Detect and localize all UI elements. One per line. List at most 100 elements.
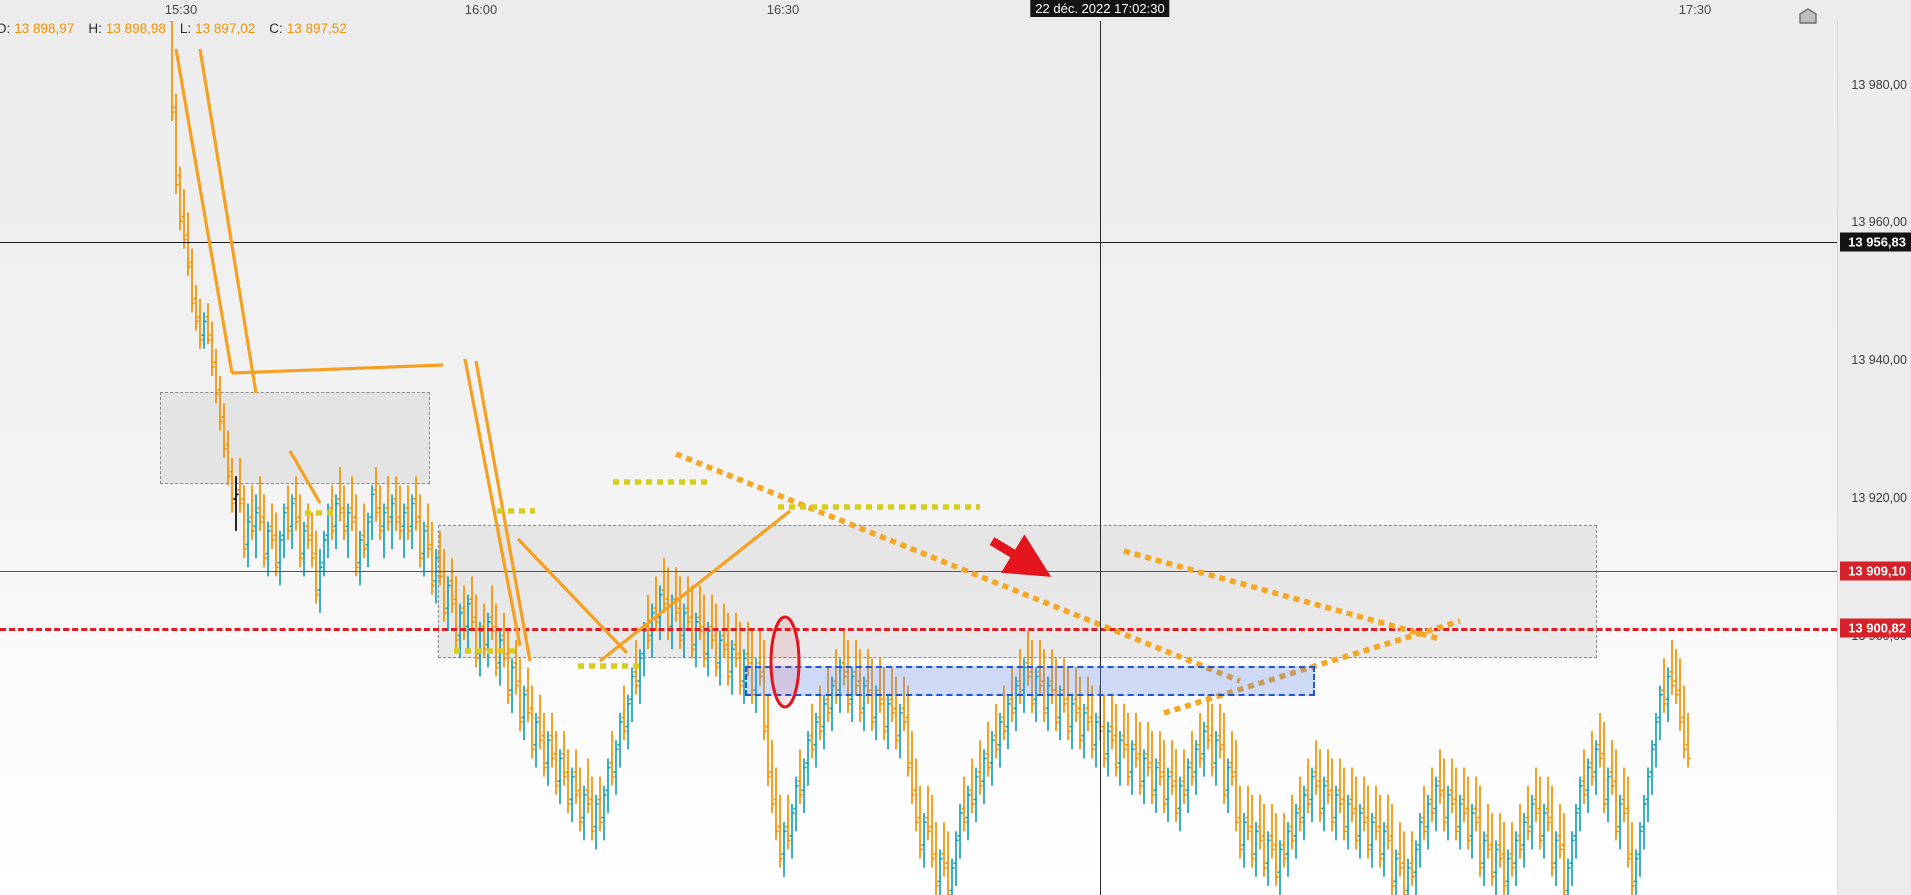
gray-consolidation-zone-1[interactable] [160, 392, 430, 484]
ohlc-bar [989, 731, 995, 786]
ohlc-bar [1429, 767, 1435, 823]
ohlc-bar [693, 612, 699, 668]
bid-price-badge[interactable]: 13 909,10 [1840, 561, 1911, 581]
chart-plot-area[interactable] [0, 21, 1837, 895]
ohlc-bar [813, 712, 819, 768]
ohlc-bar [577, 767, 583, 832]
ohlc-bar [1353, 776, 1359, 850]
down-trend-3[interactable] [288, 450, 322, 504]
ohlc-bar [1245, 785, 1251, 841]
ohlc-bar [313, 530, 319, 604]
ohlc-bar [709, 594, 715, 650]
ohlc-bar [1633, 849, 1639, 895]
ohlc-bar [885, 694, 891, 750]
ohlc-bar [425, 503, 431, 559]
ohlc-bar [289, 494, 295, 550]
ohlc-close-value: 13 897,52 [286, 20, 347, 36]
ohlc-bar [233, 476, 239, 531]
price-tick-label: 13 940,00 [1851, 353, 1907, 367]
ohlc-bar [793, 776, 799, 832]
ohlc-bar [553, 731, 559, 795]
price-tick-label: 13 960,00 [1851, 215, 1907, 229]
ohlc-bar [1141, 749, 1147, 804]
red-dashed-level[interactable] [0, 628, 1837, 631]
ohlc-bar [1517, 803, 1523, 859]
up-trend-2[interactable] [599, 509, 791, 663]
ohlc-bar [409, 494, 415, 550]
ohlc-bar [505, 630, 511, 704]
down-trend-1[interactable] [174, 48, 234, 374]
ohlc-bar [1201, 722, 1207, 777]
ohlc-bar [1233, 740, 1239, 832]
ohlc-bar [1521, 813, 1527, 868]
down-trend-4[interactable] [463, 358, 522, 647]
ohlc-bar [317, 549, 323, 613]
down-trend-2[interactable] [198, 48, 258, 394]
ohlc-bar [1649, 740, 1655, 795]
ohlc-bar [529, 685, 535, 759]
ohlc-bar [449, 558, 455, 613]
ohlc-bar [429, 521, 435, 595]
ohlc-bar [1161, 740, 1167, 814]
ohlc-bar [961, 776, 967, 832]
ohlc-bar [1653, 712, 1659, 768]
red-ellipse-highlight[interactable] [769, 615, 801, 709]
ohlc-bar [1477, 785, 1483, 877]
ohlc-bar [169, 21, 175, 122]
ohlc-bar [517, 658, 523, 732]
ohlc-bar [205, 303, 211, 345]
ohlc-bar [537, 694, 543, 750]
ohlc-bar [957, 803, 963, 859]
ohlc-bar [1181, 749, 1187, 804]
time-axis[interactable]: 15:30 16:00 16:30 17:30 [0, 0, 1911, 22]
ohlc-legend: O: 13 898,97 H: 13 898,98 L: 13 897,02 C… [0, 20, 347, 36]
ohlc-bar [1241, 813, 1247, 868]
annotations-layer [769, 534, 1052, 709]
blue-demand-zone[interactable] [745, 666, 1315, 696]
ohlc-bar [1273, 813, 1279, 886]
ohlc-bar [797, 749, 803, 804]
home-icon[interactable] [1797, 8, 1819, 24]
ohlc-bar [829, 676, 835, 732]
stop-price-badge[interactable]: 13 900,82 [1840, 618, 1911, 638]
ohlc-bar [1617, 794, 1623, 850]
ohlc-bar [1445, 785, 1451, 841]
ohlc-bar [1253, 822, 1259, 877]
black-price-line[interactable] [0, 242, 1837, 243]
ohlc-bar [465, 594, 471, 650]
ohlc-bar [389, 494, 395, 550]
ohlc-bar [1437, 749, 1443, 804]
last-price-badge[interactable]: 13 956,83 [1840, 232, 1911, 252]
ohlc-bar [1357, 803, 1363, 859]
ohlc-bar [1629, 822, 1635, 895]
ohlc-bar [1669, 640, 1675, 695]
ohlc-bar [1673, 649, 1679, 704]
ohlc-close-key: C: [269, 20, 283, 36]
down-trend-6[interactable] [516, 537, 629, 655]
ohlc-bar [1373, 785, 1379, 841]
dotted-down-1[interactable] [674, 451, 1242, 684]
ohlc-open-value: 13 898,97 [14, 20, 75, 36]
up-trend-1[interactable] [231, 363, 444, 375]
price-axis[interactable]: 13 980,00 13 960,00 13 940,00 13 920,00 13 9… [1837, 21, 1911, 895]
ohlc-bar [297, 494, 303, 568]
ohlc-low-value: 13 897,02 [195, 20, 256, 36]
ohlc-bar [897, 703, 903, 759]
ohlc-bar [993, 703, 999, 759]
ohlc-bar [445, 576, 451, 631]
ohlc-bar [905, 685, 911, 777]
ohlc-bar [501, 612, 507, 668]
ohlc-bar [1593, 740, 1599, 795]
red-price-line[interactable] [0, 571, 1837, 572]
ohlc-bar [257, 476, 263, 531]
ohlc-bar [1641, 794, 1647, 850]
price-tick-label: 13 920,00 [1851, 491, 1907, 505]
ohlc-bar [217, 376, 223, 431]
ohlc-bar [673, 567, 679, 622]
ohlc-bar [1573, 803, 1579, 859]
ohlc-bar [337, 467, 343, 522]
ohlc-bar [1369, 813, 1375, 868]
ohlc-bar [773, 767, 779, 841]
red-arrow-pointer[interactable] [989, 534, 1052, 577]
ohlc-bar [661, 558, 667, 613]
